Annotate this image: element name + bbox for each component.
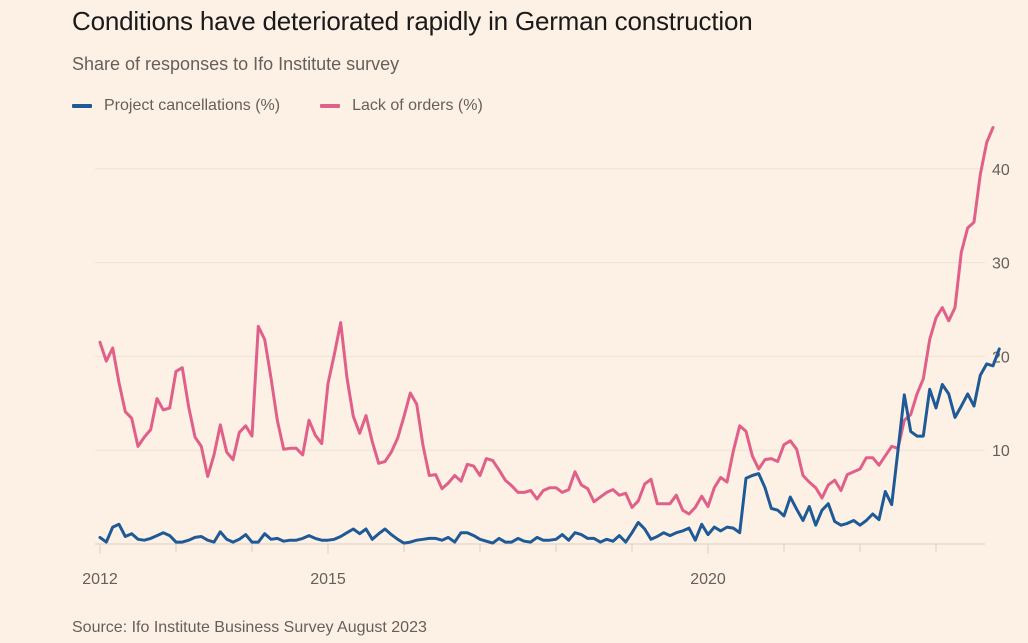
legend-label: Lack of orders (%) (352, 97, 483, 114)
x-tick-label: 2015 (310, 571, 346, 588)
y-tick-label: 40 (992, 162, 1010, 179)
chart-subtitle: Share of responses to Ifo Institute surv… (72, 54, 400, 74)
legend-swatch-blue (72, 104, 92, 108)
y-tick-label: 10 (992, 443, 1010, 460)
series-line-project-cancellations (98, 347, 1001, 545)
series-line-lack-of-orders (98, 126, 995, 516)
x-tick-label: 2012 (82, 571, 118, 588)
legend-label: Project cancellations (%) (104, 97, 281, 114)
chart-title: Conditions have deteriorated rapidly in … (72, 6, 753, 36)
source-note: Source: Ifo Institute Business Survey Au… (72, 619, 427, 636)
legend: Project cancellations (%) Lack of orders… (72, 97, 483, 115)
x-tick-label: 2020 (690, 571, 726, 588)
legend-swatch-pink (320, 104, 341, 108)
y-tick-label: 30 (992, 256, 1010, 273)
legend-item-project-cancellations: Project cancellations (%) (72, 97, 280, 115)
legend-item-lack-of-orders: Lack of orders (%) (320, 97, 483, 115)
